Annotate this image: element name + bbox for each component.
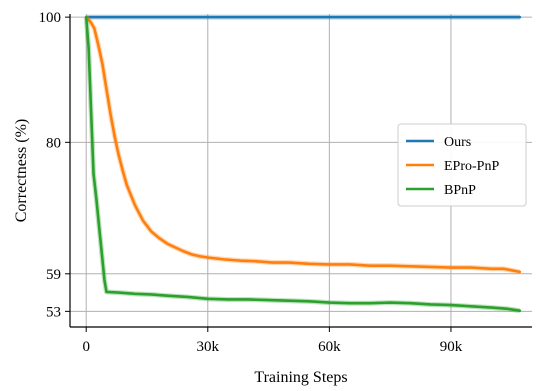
- legend-label-ours: Ours: [444, 135, 471, 150]
- x-tick-label: 30k: [197, 339, 220, 355]
- x-tick-label: 60k: [318, 339, 341, 355]
- y-axis-label: Correctness (%): [13, 119, 30, 223]
- legend: Ours EPro-PnP BPnP: [398, 124, 526, 206]
- y-tick-label: 80: [46, 135, 61, 151]
- legend-label-bpnp: BPnP: [444, 183, 476, 198]
- x-tick-label: 0: [82, 339, 90, 355]
- y-tick-label: 59: [46, 267, 61, 283]
- legend-label-epro-pnp: EPro-PnP: [444, 159, 499, 174]
- x-axis-label: Training Steps: [254, 369, 347, 386]
- y-tick-label: 53: [46, 304, 61, 320]
- y-tick-label: 100: [39, 10, 62, 26]
- x-tick-label: 90k: [440, 339, 463, 355]
